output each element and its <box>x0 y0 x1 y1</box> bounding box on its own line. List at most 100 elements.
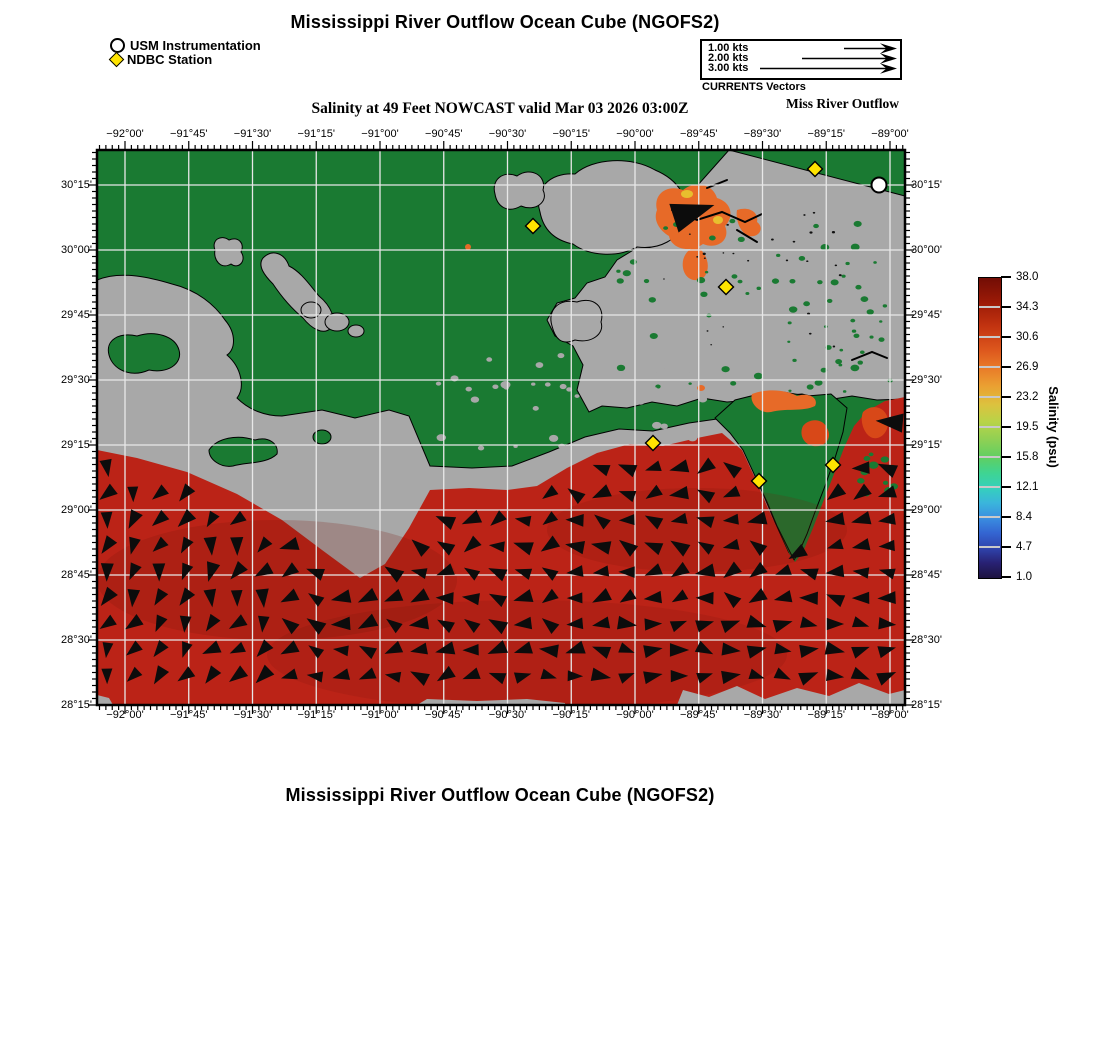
colorbar-tick-line <box>979 486 1000 488</box>
colorbar-tick-line <box>979 426 1000 428</box>
y-tick-label: 29°00' <box>61 504 92 516</box>
x-tick-label: −91°45' <box>170 128 208 140</box>
vector-scale-label: 2.00 kts <box>708 52 749 64</box>
graticule-grid <box>97 150 905 705</box>
ndbc-station-marker <box>644 434 662 452</box>
station-markers <box>524 160 888 490</box>
legend-ndbc-row: NDBC Station <box>108 51 213 67</box>
map-border <box>95 148 907 707</box>
y-tick-label: 28°15' <box>61 699 92 711</box>
land-small-lake <box>324 312 350 332</box>
colorbar-tick <box>1001 486 1011 488</box>
miss-river-outflow-label: Miss River Outflow <box>786 96 899 111</box>
ndbc-station-marker <box>824 456 842 474</box>
x-tick-label: −91°30' <box>233 128 272 140</box>
y-tick-label: 30°00' <box>911 244 942 256</box>
y-tick-label: 28°15' <box>911 699 942 711</box>
colorbar-tick-value: 4.7 <box>1016 541 1032 553</box>
current-vector-arrows <box>99 203 904 686</box>
colorbar-tick-line <box>979 546 1000 548</box>
salinity-colorbar <box>978 277 1002 579</box>
y-tick-label: 29°30' <box>911 374 942 386</box>
colorbar-tick-value: 26.9 <box>1016 361 1039 373</box>
green-bay-west <box>107 333 181 374</box>
ndbc-station-marker <box>750 472 768 490</box>
x-tick-label: −91°15' <box>297 709 335 721</box>
colorbar-tick-line <box>979 396 1000 398</box>
colorbar-tick <box>1001 576 1011 578</box>
colorbar-tick-value: 1.0 <box>1016 571 1032 583</box>
x-tick-label: −90°15' <box>552 709 590 721</box>
land-lake-maurepas <box>493 171 545 210</box>
colorbar-tick-value: 19.5 <box>1016 421 1039 433</box>
x-tick-label: −89°15' <box>807 709 845 721</box>
vector-scale-label: 3.00 kts <box>708 62 749 74</box>
map-canvas <box>88 141 914 714</box>
ndbc-station-marker <box>524 217 542 235</box>
y-tick-label: 29°30' <box>61 374 92 386</box>
y-tick-label: 28°45' <box>911 569 942 581</box>
x-tick-label: −89°30' <box>743 128 782 140</box>
gulf-shade <box>547 488 847 572</box>
x-tick-label: −91°15' <box>297 128 335 140</box>
land-marsh-blob <box>550 300 603 343</box>
map-subtitle: Salinity at 49 Feet NOWCAST valid Mar 03… <box>311 100 689 117</box>
legend-usm-row: USM Instrumentation <box>110 37 261 53</box>
colorbar-tick <box>1001 306 1011 308</box>
gulf-shade <box>97 520 457 640</box>
colorbar-tick-value: 38.0 <box>1016 271 1039 283</box>
colorbar-tick <box>1001 456 1011 458</box>
colorbar-tick-value: 8.4 <box>1016 511 1032 523</box>
page-title: Mississippi River Outflow Ocean Cube (NG… <box>290 12 720 32</box>
y-tick-label: 29°00' <box>911 504 942 516</box>
y-tick-label: 28°45' <box>61 569 92 581</box>
x-tick-label: −89°30' <box>743 709 782 721</box>
y-tick-label: 28°30' <box>61 634 92 646</box>
x-tick-label: −90°15' <box>552 128 590 140</box>
rigolets-strong-current-arrow <box>669 203 715 233</box>
colorbar-tick <box>1001 336 1011 338</box>
x-tick-label: −90°00' <box>616 128 654 140</box>
colorbar-tick <box>1001 396 1011 398</box>
x-tick-label: −90°45' <box>425 128 463 140</box>
legend-ndbc-label: NDBC Station <box>127 51 213 67</box>
x-tick-label: −90°30' <box>488 709 527 721</box>
x-tick-label: −89°15' <box>807 128 845 140</box>
axis-ticks <box>88 141 914 714</box>
colorbar-tick-value: 23.2 <box>1016 391 1039 403</box>
colorbar-tick-value: 34.3 <box>1016 301 1039 313</box>
y-tick-label: 28°30' <box>911 634 942 646</box>
colorbar-tick-value: 12.1 <box>1016 481 1039 493</box>
gulf-shade <box>267 600 787 705</box>
y-tick-label: 29°45' <box>61 309 92 321</box>
colorbar-tick-line <box>979 516 1000 518</box>
x-tick-label: −91°45' <box>170 709 208 721</box>
x-tick-label: −89°00' <box>871 709 909 721</box>
colorbar-tick-line <box>979 366 1000 368</box>
colorbar-tick-line <box>979 306 1000 308</box>
y-tick-label: 29°15' <box>911 439 942 451</box>
colorbar-tick <box>1001 276 1011 278</box>
x-tick-label: −91°00' <box>361 128 399 140</box>
colorbar-tick-value: 30.6 <box>1016 331 1039 343</box>
x-tick-label: −89°00' <box>871 128 909 140</box>
figure-caption: Mississippi River Outflow Ocean Cube (NG… <box>285 785 715 805</box>
green-island <box>312 429 332 445</box>
colorbar-tick <box>1001 366 1011 368</box>
colorbar-tick <box>1001 426 1011 428</box>
legend-usm-label: USM Instrumentation <box>130 37 261 53</box>
y-tick-label: 30°15' <box>61 179 92 191</box>
ndbc-station-marker <box>717 278 735 296</box>
x-tick-label: −90°30' <box>488 128 527 140</box>
y-tick-label: 29°15' <box>61 439 92 451</box>
usm-instrumentation-marker <box>870 176 888 194</box>
colorbar-tick-value: 15.8 <box>1016 451 1039 463</box>
vector-scale-arrows <box>760 43 897 74</box>
colorbar-tick-line <box>979 456 1000 458</box>
colorbar-tick <box>1001 546 1011 548</box>
y-tick-label: 30°00' <box>61 244 92 256</box>
x-tick-label: −90°45' <box>425 709 463 721</box>
usm-instrumentation-icon <box>110 37 125 53</box>
y-tick-label: 30°15' <box>911 179 942 191</box>
colorbar-tick-line <box>979 336 1000 338</box>
